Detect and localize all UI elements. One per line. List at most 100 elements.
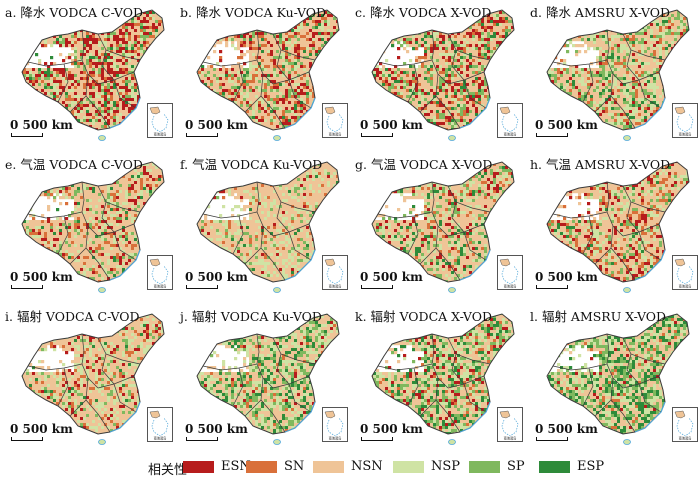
region-boundary	[552, 363, 608, 371]
panel-title: g. 气温 VODCA X-VOD	[355, 154, 492, 173]
region-boundary	[419, 247, 437, 265]
panel-title: c. 降水 VODCA X-VOD	[355, 2, 491, 21]
scale-label: 0 500 km	[10, 118, 73, 132]
panel-title: i. 辐射 VODCA C-VOD	[5, 306, 140, 325]
map-panel: i. 辐射 VODCA C-VOD 0 500 km 南海诸岛	[2, 304, 176, 455]
region-boundary	[202, 59, 258, 67]
map-panel: h. 气温 AMSRU X-VOD 0 500 km 南海诸岛	[527, 152, 700, 303]
scale-label: 0 500 km	[10, 422, 73, 436]
region-boundary	[288, 79, 312, 109]
panel-title: j. 辐射 VODCA Ku-VOD	[180, 306, 322, 325]
south-china-sea-inset: 南海诸岛	[147, 255, 173, 290]
china-map	[371, 313, 515, 445]
legend-swatch	[183, 461, 214, 473]
region-boundary	[435, 73, 461, 129]
region-boundary	[244, 247, 262, 265]
coastline	[634, 97, 666, 129]
region-boundary	[419, 399, 437, 417]
region-boundary	[582, 63, 594, 103]
scale-bar	[361, 285, 393, 289]
map-panel: f. 气温 VODCA Ku-VOD 0 500 km 南海诸岛	[177, 152, 351, 303]
legend-label: SP	[507, 459, 525, 474]
panel-title: e. 气温 VODCA C-VOD	[5, 154, 143, 173]
panel-title: h. 气温 AMSRU X-VOD	[530, 154, 670, 173]
region-boundary	[272, 33, 316, 61]
region-boundary	[57, 215, 69, 255]
region-boundary	[594, 95, 612, 113]
region-boundary	[582, 215, 594, 255]
south-china-sea-inset: 南海诸岛	[322, 255, 348, 290]
inset-map: 南海诸岛	[324, 258, 344, 289]
panel-title: b. 降水 VODCA Ku-VOD	[180, 2, 326, 21]
correlation-cells	[547, 10, 689, 130]
scale-label: 0 500 km	[360, 270, 423, 284]
correlation-cells	[22, 10, 164, 130]
south-china-sea-inset: 南海诸岛	[497, 255, 523, 290]
map-panel: d. 降水 AMSRU X-VOD 0 500 km 南海诸岛	[527, 0, 700, 151]
region-boundary	[407, 215, 419, 255]
legend-label: SN	[284, 459, 304, 474]
region-boundary	[622, 337, 666, 365]
region-boundary	[101, 49, 115, 81]
inset-map: 南海诸岛	[149, 106, 169, 137]
region-boundary	[69, 399, 87, 417]
scale-label: 0 500 km	[360, 118, 423, 132]
region-boundary	[610, 377, 636, 433]
region-boundary	[419, 95, 437, 113]
china-map	[546, 9, 690, 141]
inset-label: 南海诸岛	[504, 436, 517, 441]
region-boundary	[57, 63, 69, 103]
south-china-sea-inset: 南海诸岛	[322, 407, 348, 442]
inset-label: 南海诸岛	[504, 132, 517, 137]
map-panel: g. 气温 VODCA X-VOD 0 500 km 南海诸岛	[352, 152, 526, 303]
region-boundary	[606, 333, 624, 389]
region-boundary	[610, 73, 636, 129]
region-boundary	[451, 201, 465, 233]
south-china-sea-inset: 南海诸岛	[147, 407, 173, 442]
scale-bar	[536, 285, 568, 289]
region-boundary	[202, 363, 258, 371]
inset-label: 南海诸岛	[329, 284, 342, 289]
region-boundary	[431, 181, 449, 237]
region-boundary	[113, 231, 137, 261]
region-boundary	[407, 63, 419, 103]
region-boundary	[232, 215, 244, 255]
region-boundary	[101, 201, 115, 233]
hainan-island	[98, 135, 106, 141]
region-boundary	[81, 333, 99, 389]
region-boundary	[256, 181, 274, 237]
inset-map: 南海诸岛	[149, 258, 169, 289]
hainan-island	[448, 287, 456, 293]
region-boundary	[85, 73, 111, 129]
correlation-cells	[547, 162, 689, 282]
inset-map: 南海诸岛	[674, 106, 694, 137]
region-boundary	[113, 79, 137, 109]
china-map	[21, 313, 165, 445]
region-boundary	[288, 231, 312, 261]
region-boundary	[260, 225, 286, 281]
scale-bar	[11, 437, 43, 441]
region-boundary	[260, 73, 286, 129]
panel-title: d. 降水 AMSRU X-VOD	[530, 2, 670, 21]
correlation-cells	[372, 10, 514, 130]
correlation-cells	[547, 314, 689, 434]
region-boundary	[97, 33, 141, 61]
panel-title: a. 降水 VODCA C-VOD	[5, 2, 143, 21]
inset-map: 南海诸岛	[324, 106, 344, 137]
scale-bar	[536, 437, 568, 441]
region-boundary	[256, 29, 274, 85]
region-boundary	[276, 201, 290, 233]
region-boundary	[260, 377, 286, 433]
scale-label: 0 500 km	[360, 422, 423, 436]
scale-label: 0 500 km	[185, 270, 248, 284]
scale-label: 0 500 km	[535, 118, 598, 132]
legend-title: 相关性	[148, 459, 187, 478]
south-china-sea-inset: 南海诸岛	[147, 103, 173, 138]
region-boundary	[463, 79, 487, 109]
south-china-sea-inset: 南海诸岛	[322, 103, 348, 138]
south-china-sea-inset: 南海诸岛	[672, 407, 698, 442]
panel-title: l. 辐射 AMSRU X-VOD	[530, 306, 666, 325]
region-boundary	[377, 211, 433, 219]
region-boundary	[202, 211, 258, 219]
region-boundary	[622, 33, 666, 61]
